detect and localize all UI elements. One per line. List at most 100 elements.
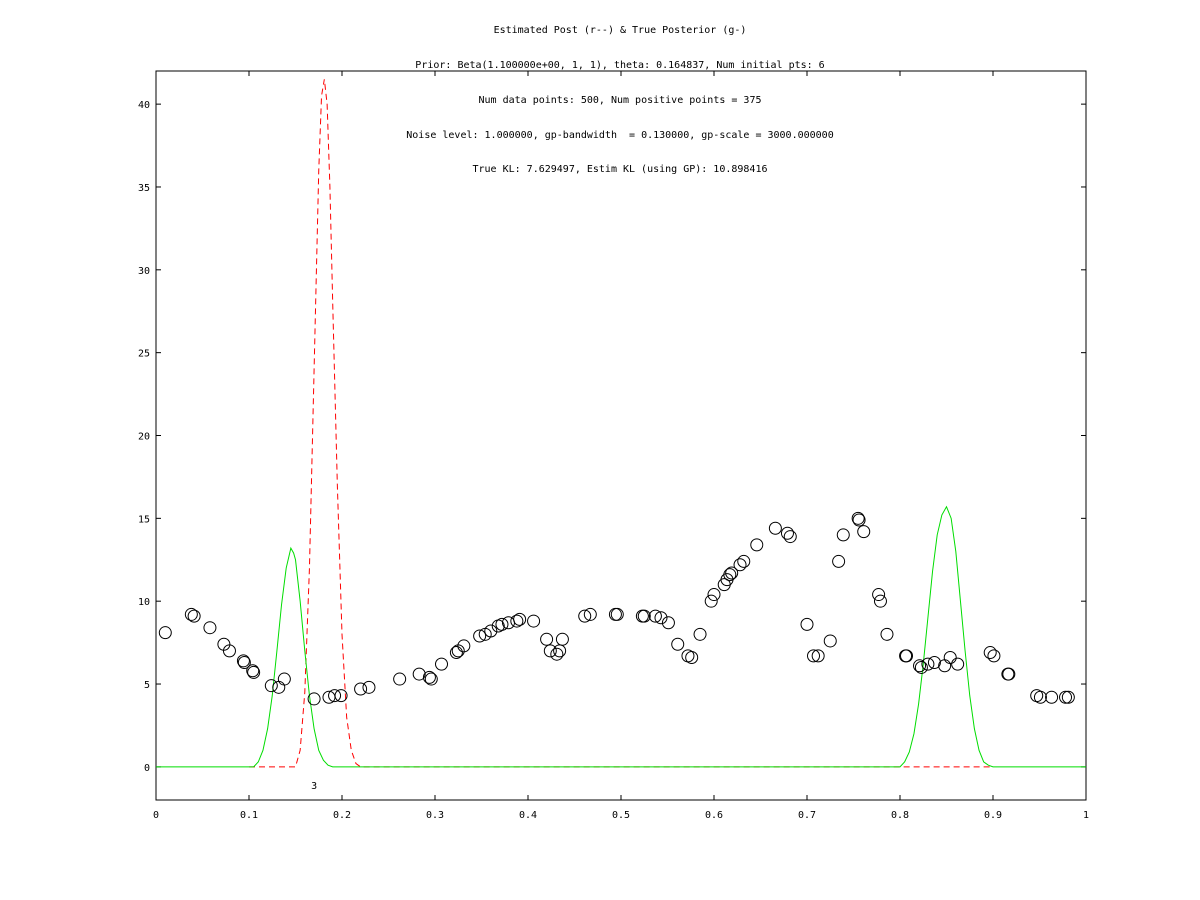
title-line-3: Num data points: 500, Num positive point… — [478, 94, 762, 106]
data-point — [671, 637, 685, 651]
data-point — [495, 617, 509, 631]
data-point — [424, 672, 438, 686]
title-line-5: True KL: 7.629497, Estim KL (using GP): … — [472, 164, 768, 176]
data-point — [307, 692, 321, 706]
data-point — [836, 528, 850, 542]
data-point — [811, 649, 825, 663]
data-point — [510, 614, 524, 628]
data-point — [328, 689, 342, 703]
title-line-1: Estimated Post (r--) & True Posterior (g… — [493, 25, 747, 37]
data-point — [661, 616, 675, 630]
data-point — [412, 667, 426, 681]
data-point — [1001, 667, 1015, 681]
data-point — [578, 609, 592, 623]
data-point — [473, 629, 487, 643]
data-point — [484, 624, 498, 638]
data-point — [550, 647, 564, 661]
x-tick-label: 0.9 — [984, 810, 1002, 821]
data-point — [422, 670, 436, 684]
x-tick-label: 0.1 — [240, 810, 258, 821]
data-point — [873, 594, 887, 608]
data-point — [264, 679, 278, 693]
title-line-4: Noise level: 1.000000, gp-bandwidth = 0.… — [406, 129, 834, 141]
data-point — [334, 689, 348, 703]
y-tick-label: 5 — [144, 680, 150, 691]
data-point — [236, 654, 250, 668]
x-tick-label: 0 — [153, 810, 159, 821]
data-point — [203, 621, 217, 635]
data-point — [1061, 690, 1075, 704]
y-tick-label: 40 — [138, 100, 150, 111]
estimated-posterior-line — [249, 79, 993, 768]
data-point — [543, 644, 557, 658]
data-point — [737, 554, 751, 568]
data-point — [921, 657, 935, 671]
data-point — [880, 627, 894, 641]
data-point — [725, 566, 739, 580]
axis-ticks: 0 0.1 0.2 0.3 0.4 0.5 0.6 0.7 0.8 0.9 105101520253… — [138, 71, 1089, 821]
data-point — [768, 521, 782, 535]
x-tick-label: 0.6 — [705, 810, 723, 821]
data-point — [277, 672, 291, 686]
y-tick-label: 10 — [138, 597, 150, 608]
data-point — [987, 649, 1001, 663]
data-point — [1059, 690, 1073, 704]
data-point — [851, 511, 865, 525]
true-posterior-line — [156, 505, 1086, 768]
data-point — [1002, 667, 1016, 681]
data-point — [1045, 690, 1059, 704]
title-line-2: Prior: Beta(1.100000e+00, 1, 1), theta: … — [415, 59, 825, 71]
data-point — [1033, 690, 1047, 704]
data-point — [938, 659, 952, 673]
data-point — [823, 634, 837, 648]
data-point — [648, 609, 662, 623]
data-point — [457, 639, 471, 653]
annotation-label: 3 — [311, 781, 317, 792]
data-point — [637, 609, 651, 623]
data-point — [246, 664, 260, 678]
data-point — [222, 644, 236, 658]
data-point — [247, 665, 261, 679]
data-point — [707, 588, 721, 602]
data-point — [354, 682, 368, 696]
data-point — [158, 626, 172, 640]
data-point — [501, 616, 515, 630]
data-point — [527, 614, 541, 628]
data-point — [983, 646, 997, 660]
data-point — [553, 644, 567, 658]
data-point — [733, 558, 747, 572]
data-point — [610, 607, 624, 621]
y-tick-label: 30 — [138, 266, 150, 277]
x-tick-label: 1 — [1083, 810, 1089, 821]
data-point — [852, 513, 866, 527]
data-point — [914, 660, 928, 674]
data-point — [435, 657, 449, 671]
data-point — [237, 655, 251, 669]
plot-frame — [155, 70, 1087, 801]
series-lines — [156, 79, 1086, 768]
x-tick-label: 0.7 — [798, 810, 816, 821]
data-point — [857, 525, 871, 539]
data-point — [555, 632, 569, 646]
data-point — [693, 627, 707, 641]
data-point — [272, 680, 286, 694]
x-tick-label: 0.4 — [519, 810, 537, 821]
data-point — [943, 651, 957, 665]
data-point — [951, 657, 965, 671]
data-point — [723, 568, 737, 582]
data-point — [704, 594, 718, 608]
data-point — [900, 649, 914, 663]
data-point — [780, 526, 794, 540]
data-point — [783, 530, 797, 544]
x-tick-label: 0.2 — [333, 810, 351, 821]
y-tick-label: 35 — [138, 183, 150, 194]
chart-title: Estimated Post (r--) & True Posterior (g… — [0, 2, 1200, 188]
data-point — [540, 632, 554, 646]
data-point — [393, 672, 407, 686]
data-point — [513, 612, 527, 626]
data-point — [800, 617, 814, 631]
data-point — [832, 554, 846, 568]
data-point — [583, 607, 597, 621]
data-point — [685, 651, 699, 665]
